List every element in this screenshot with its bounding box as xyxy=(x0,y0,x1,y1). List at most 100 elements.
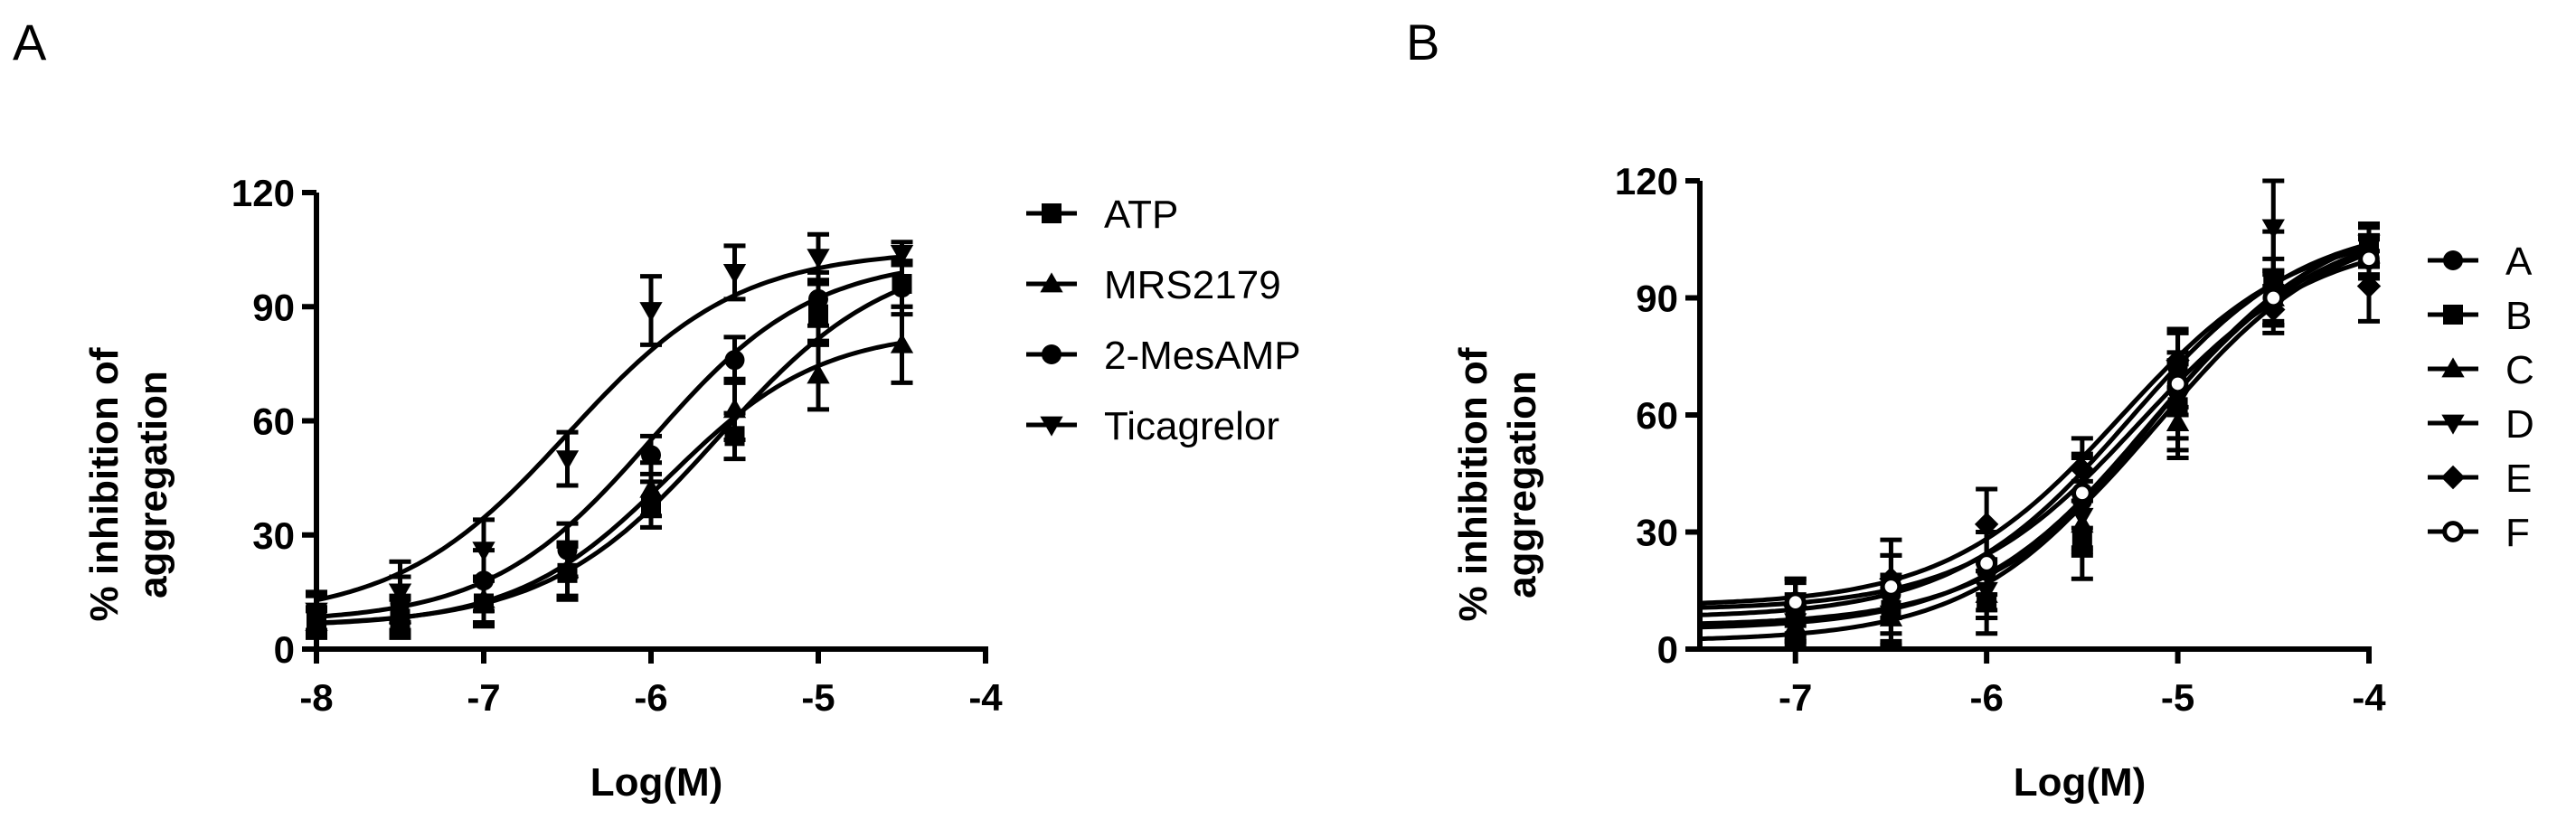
legend-marker xyxy=(2443,250,2463,270)
fit-curve xyxy=(1699,250,2370,626)
y-tick-label: 30 xyxy=(252,514,295,557)
fit-curve xyxy=(1699,258,2370,610)
legend-marker xyxy=(1040,416,1063,437)
panel-b-letter: B xyxy=(1406,14,1439,71)
data-point xyxy=(892,278,912,298)
fit-curve xyxy=(1699,246,2370,606)
data-point xyxy=(1784,591,1807,614)
legend-marker xyxy=(1042,344,1062,364)
x-tick-label: -5 xyxy=(2161,676,2194,719)
legend-label: E xyxy=(2505,457,2532,501)
data-point xyxy=(388,583,412,604)
fit-curve xyxy=(316,270,902,619)
series-d xyxy=(1699,178,2381,644)
legend-label: 2-MesAMP xyxy=(1104,334,1301,378)
data-point xyxy=(1976,552,1997,574)
legend-label: MRS2179 xyxy=(1104,263,1281,307)
legend-marker xyxy=(2443,305,2463,325)
panel-a-letter: A xyxy=(13,14,47,71)
data-point xyxy=(555,450,580,471)
y-axis-title-line-2: aggregation xyxy=(131,371,175,598)
data-point xyxy=(807,249,830,269)
data-point xyxy=(2358,248,2380,270)
legend-marker xyxy=(2441,414,2465,435)
x-tick-label: -6 xyxy=(634,676,667,719)
data-point xyxy=(639,477,663,498)
data-point xyxy=(890,244,914,265)
fit-curve xyxy=(1699,241,2370,642)
data-point xyxy=(472,542,495,562)
y-tick-label: 120 xyxy=(1615,160,1678,203)
legend-marker xyxy=(1040,272,1063,293)
legend-item-c: C xyxy=(2428,348,2534,392)
legend-label: Ticagrelor xyxy=(1104,404,1279,448)
legend-item-b: B xyxy=(2428,294,2532,338)
series-ticagrelor xyxy=(305,231,914,633)
data-point xyxy=(2071,482,2093,504)
data-point xyxy=(1880,576,1902,598)
legend-label: D xyxy=(2505,402,2534,447)
legend-label: B xyxy=(2505,294,2532,338)
legend-marker xyxy=(1042,203,1062,223)
legend-label: C xyxy=(2505,348,2534,392)
data-point xyxy=(724,350,745,371)
legend-label: F xyxy=(2505,511,2530,555)
data-point xyxy=(2166,372,2189,395)
panel-a-chart: % inhibition of aggregation Log(M) 0 30 60… xyxy=(82,172,1301,805)
fit-curve xyxy=(316,340,902,626)
legend-label: A xyxy=(2505,240,2533,284)
data-point xyxy=(722,398,747,419)
legend-item-d: D xyxy=(2428,402,2534,447)
data-point xyxy=(808,288,828,309)
data-point xyxy=(2356,274,2382,298)
y-axis-title-line-1: % inhibition of xyxy=(1451,347,1496,621)
fit-curve xyxy=(316,254,902,603)
legend-marker xyxy=(2440,465,2466,490)
y-tick-label: 90 xyxy=(1636,278,1678,320)
x-tick-label: -7 xyxy=(467,676,500,719)
data-point xyxy=(305,602,328,623)
data-point xyxy=(641,445,661,466)
y-axis-title: % inhibition of aggregation xyxy=(1451,347,1544,621)
data-point xyxy=(807,363,830,384)
series-f xyxy=(1699,237,2380,628)
y-axis-title: % inhibition of aggregation xyxy=(82,347,175,621)
y-tick-label: 60 xyxy=(1636,394,1678,437)
legend-item-a: A xyxy=(2428,240,2533,284)
x-axis-title: Log(M) xyxy=(590,760,723,805)
x-axis-title: Log(M) xyxy=(2014,760,2147,805)
data-point xyxy=(2261,219,2285,240)
legend-item-ticagrelor: Ticagrelor xyxy=(1026,404,1279,448)
y-tick-label: 0 xyxy=(1657,628,1678,671)
series-atp xyxy=(306,259,913,640)
y-axis-title-line-1: % inhibition of xyxy=(82,347,127,621)
x-tick-label: -6 xyxy=(1969,676,2003,719)
y-tick-label: 60 xyxy=(252,400,295,443)
data-point xyxy=(890,333,914,353)
x-tick-label: -8 xyxy=(299,676,333,719)
legend-marker xyxy=(2442,521,2464,542)
legend-marker xyxy=(2441,357,2465,378)
legend-label: ATP xyxy=(1104,193,1178,237)
data-point xyxy=(557,540,578,561)
data-point xyxy=(2262,287,2285,309)
legend-item-mrs2179: MRS2179 xyxy=(1026,263,1281,307)
legend-item-atp: ATP xyxy=(1026,193,1178,237)
x-tick-label: -4 xyxy=(2352,676,2386,719)
data-point xyxy=(639,302,663,323)
y-tick-label: 120 xyxy=(231,172,295,214)
y-tick-label: 30 xyxy=(1636,512,1678,554)
x-tick-label: -7 xyxy=(1779,676,1812,719)
series-mrs2179 xyxy=(305,304,914,636)
x-tick-label: -4 xyxy=(968,676,1003,719)
y-tick-label: 0 xyxy=(274,628,295,671)
data-point xyxy=(722,264,747,285)
y-tick-label: 90 xyxy=(252,286,295,328)
x-tick-label: -5 xyxy=(801,676,835,719)
legend-item-f: F xyxy=(2428,511,2530,555)
panel-b-chart: % inhibition of aggregation Log(M) 0 30 60… xyxy=(1451,160,2534,805)
legend-item-e: E xyxy=(2428,457,2532,501)
legend-item-2-mesamp: 2-MesAMP xyxy=(1026,334,1301,378)
y-axis-title-line-2: aggregation xyxy=(1500,371,1544,598)
